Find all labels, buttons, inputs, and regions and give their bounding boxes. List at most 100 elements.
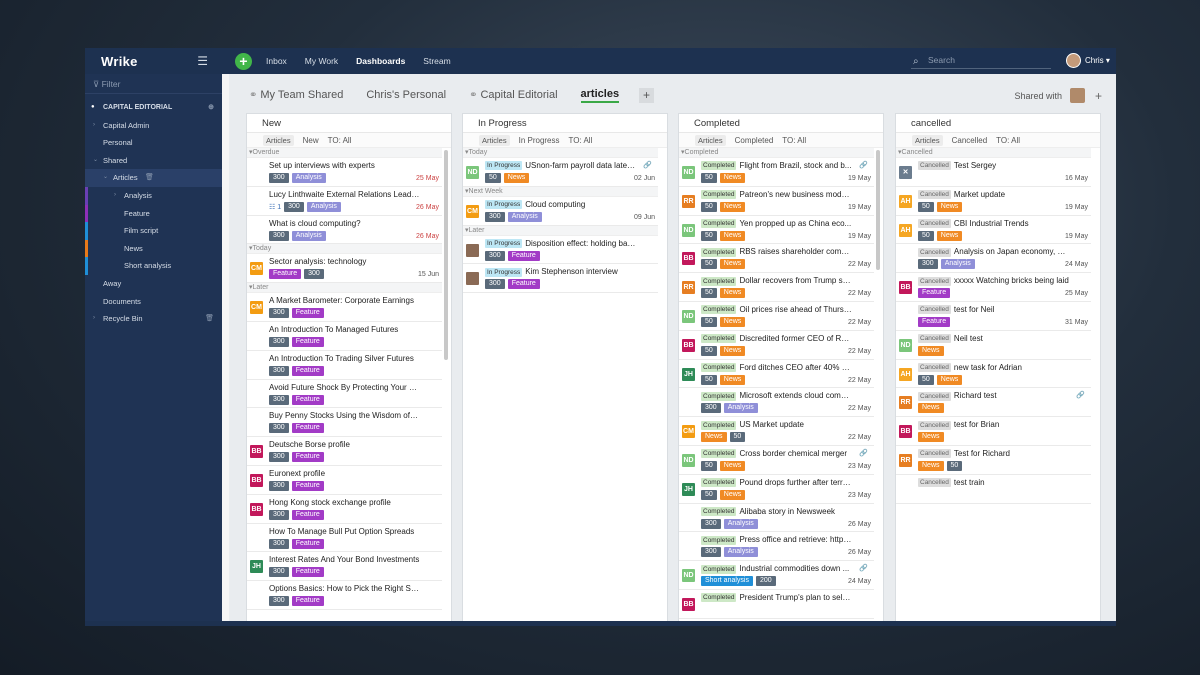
tag-feature[interactable]: Feature	[291, 336, 324, 347]
tag-300[interactable]: 300	[918, 259, 938, 270]
create-button[interactable]: +	[235, 52, 252, 70]
tag-analysis[interactable]: Analysis	[291, 230, 326, 241]
task-title[interactable]: Completed Pound drops further after terro…	[701, 477, 852, 488]
task-title[interactable]: Completed Flight from Brazil, stock and b…	[701, 161, 852, 171]
tag-50[interactable]: 50	[918, 230, 934, 241]
tag-news[interactable]: News	[936, 374, 963, 385]
task-title[interactable]: Cancelled CBI Industrial Trends	[918, 218, 1029, 228]
task-card[interactable]: Completed Microsoft extends cloud computi…	[679, 388, 874, 418]
task-title[interactable]: Completed Dollar recovers from Trump slum…	[701, 276, 852, 286]
task-title[interactable]: Deutsche Borse profile	[269, 440, 350, 450]
nav-item-my-work[interactable]: My Work	[304, 56, 339, 66]
tag-feature[interactable]: Feature	[291, 567, 324, 578]
tag-analysis[interactable]: Analysis	[507, 211, 542, 222]
task-title[interactable]: Completed Yen propped up as China eco...	[701, 218, 852, 228]
sidebar-item-articles[interactable]: ⌄ Articles 🗑	[85, 169, 222, 187]
task-title[interactable]: In Progress Kim Stephenson interview	[485, 267, 618, 277]
filter-input[interactable]: ⊽ Filter	[85, 74, 222, 94]
task-card[interactable]: RR Cancelled Richard test News 🔗	[896, 388, 1091, 418]
task-card[interactable]: RR Completed Dollar recovers from Trump sl…	[679, 273, 874, 302]
tag-news[interactable]: News	[719, 259, 746, 270]
tag-feature[interactable]: Feature	[918, 288, 951, 299]
tag-50[interactable]: 50	[485, 173, 501, 183]
nav-item-dashboards[interactable]: Dashboards	[356, 56, 406, 66]
tag-50[interactable]: 50	[701, 374, 717, 385]
task-card[interactable]: JH Completed Ford ditches CEO after 40% sh…	[679, 360, 874, 389]
sidebar-item-capital-editorial[interactable]: ● ⊕ CAPITAL EDITORIAL	[85, 99, 222, 117]
filter-articles[interactable]: Articles	[479, 134, 510, 146]
tag-feature[interactable]: Feature	[507, 279, 540, 290]
tag-feature[interactable]: Feature	[291, 308, 324, 319]
task-card[interactable]: ND Completed Oil prices rise ahead of Thur…	[679, 302, 874, 331]
tag-300[interactable]: 300	[269, 230, 289, 241]
task-title[interactable]: Cancelled new task for Adrian	[918, 362, 1022, 372]
group-header[interactable]: ▾Overdue	[247, 148, 442, 158]
tag-feature[interactable]: Feature	[918, 316, 951, 327]
tag-300[interactable]: 300	[284, 201, 304, 212]
column-scrollbar[interactable]	[876, 150, 880, 270]
tag-50[interactable]: 50	[701, 345, 717, 356]
task-title[interactable]: Interest Rates And Your Bond Investments	[269, 555, 420, 565]
group-header[interactable]: ▾Today	[463, 148, 658, 158]
tag-feature[interactable]: Feature	[291, 452, 324, 463]
task-title[interactable]: In Progress USnon-farm payroll data later…	[485, 161, 636, 171]
task-card[interactable]: CM In Progress Cloud computing 300 Analysis 0…	[463, 197, 658, 226]
task-card[interactable]: Completed Press office and retrieve: http…	[679, 532, 874, 562]
tag-news[interactable]: News	[719, 489, 746, 500]
task-card[interactable]: RR Cancelled Test for Richard News 50	[896, 446, 1091, 475]
task-title[interactable]: Euronext profile	[269, 468, 326, 478]
filter-articles[interactable]: Articles	[263, 134, 294, 146]
tag-200[interactable]: 200	[755, 576, 776, 587]
sidebar-item-away[interactable]: Away	[85, 275, 222, 293]
tag-news[interactable]: News	[719, 173, 746, 183]
task-card[interactable]: An Introduction To Managed Futures 300 Fea…	[247, 322, 442, 351]
task-title[interactable]: Cancelled test for Neil	[918, 304, 995, 315]
task-card[interactable]: ND Completed Cross border chemical merger 5…	[679, 446, 874, 475]
task-title[interactable]: Avoid Future Shock By Protecting Your Po…	[269, 382, 420, 392]
task-title[interactable]: Lucy Linthwaite External Relations Leade…	[269, 189, 420, 199]
task-card[interactable]: BB Cancelled test for Brian News	[896, 417, 1091, 446]
add-tab-button[interactable]: +	[639, 87, 655, 103]
search-input[interactable]: ⌕ Search	[911, 53, 1051, 69]
menu-icon[interactable]: ☰	[197, 54, 208, 68]
sidebar-item-feature[interactable]: Feature	[85, 204, 222, 223]
task-card[interactable]: In Progress Kim Stephenson interview 300 Fe…	[463, 264, 658, 294]
task-title[interactable]: Cancelled Test Sergey	[918, 161, 997, 171]
task-title[interactable]: Cancelled test train	[918, 477, 985, 488]
tag-news[interactable]: News	[719, 345, 746, 356]
task-title[interactable]: Cancelled Market update	[918, 189, 1006, 200]
sidebar-item-news[interactable]: News	[85, 239, 222, 258]
add-share-button[interactable]: +	[1094, 88, 1102, 103]
task-card[interactable]: Avoid Future Shock By Protecting Your Po…	[247, 380, 442, 409]
task-title[interactable]: Options Basics: How to Pick the Right St…	[269, 584, 420, 594]
filter-to-all[interactable]: TO: All	[782, 135, 807, 145]
tag-news[interactable]: News	[918, 432, 944, 443]
task-card[interactable]: ND Completed Yen propped up as China eco..…	[679, 216, 874, 245]
task-title[interactable]: Completed Alibaba story in Newsweek	[701, 506, 836, 516]
filter-articles[interactable]: Articles	[695, 134, 726, 146]
filter-cancelled[interactable]: Cancelled	[951, 135, 988, 145]
tag-300[interactable]: 300	[269, 308, 289, 319]
tag-news[interactable]: News	[936, 201, 963, 212]
tag-300[interactable]: 300	[269, 423, 289, 434]
task-title[interactable]: Cancelled Richard test	[918, 391, 997, 401]
tag-feature[interactable]: Feature	[291, 596, 324, 607]
task-title[interactable]: Sector analysis: technology	[269, 257, 367, 267]
tag-feature[interactable]: Feature	[291, 538, 324, 549]
task-card[interactable]: BB Cancelled xxxxx Watching bricks being l…	[896, 273, 1091, 302]
task-title[interactable]: Completed Microsoft extends cloud computi…	[701, 391, 852, 401]
task-title[interactable]: Cancelled xxxxx Watching bricks being lai…	[918, 276, 1069, 286]
task-title[interactable]: A Market Barometer: Corporate Earnings	[269, 296, 414, 306]
task-title[interactable]: In Progress Disposition effect: holding b…	[485, 238, 636, 248]
sidebar-item-short-analysis[interactable]: Short analysis	[85, 257, 222, 275]
tag-300[interactable]: 300	[269, 394, 289, 405]
tag-300[interactable]: 300	[269, 336, 289, 347]
task-title[interactable]: Buy Penny Stocks Using the Wisdom of Pet…	[269, 411, 420, 421]
tag-300[interactable]: 300	[269, 452, 289, 463]
sidebar-item-capital-admin[interactable]: › Capital Admin	[85, 117, 222, 135]
tag-news[interactable]: News	[503, 173, 530, 183]
